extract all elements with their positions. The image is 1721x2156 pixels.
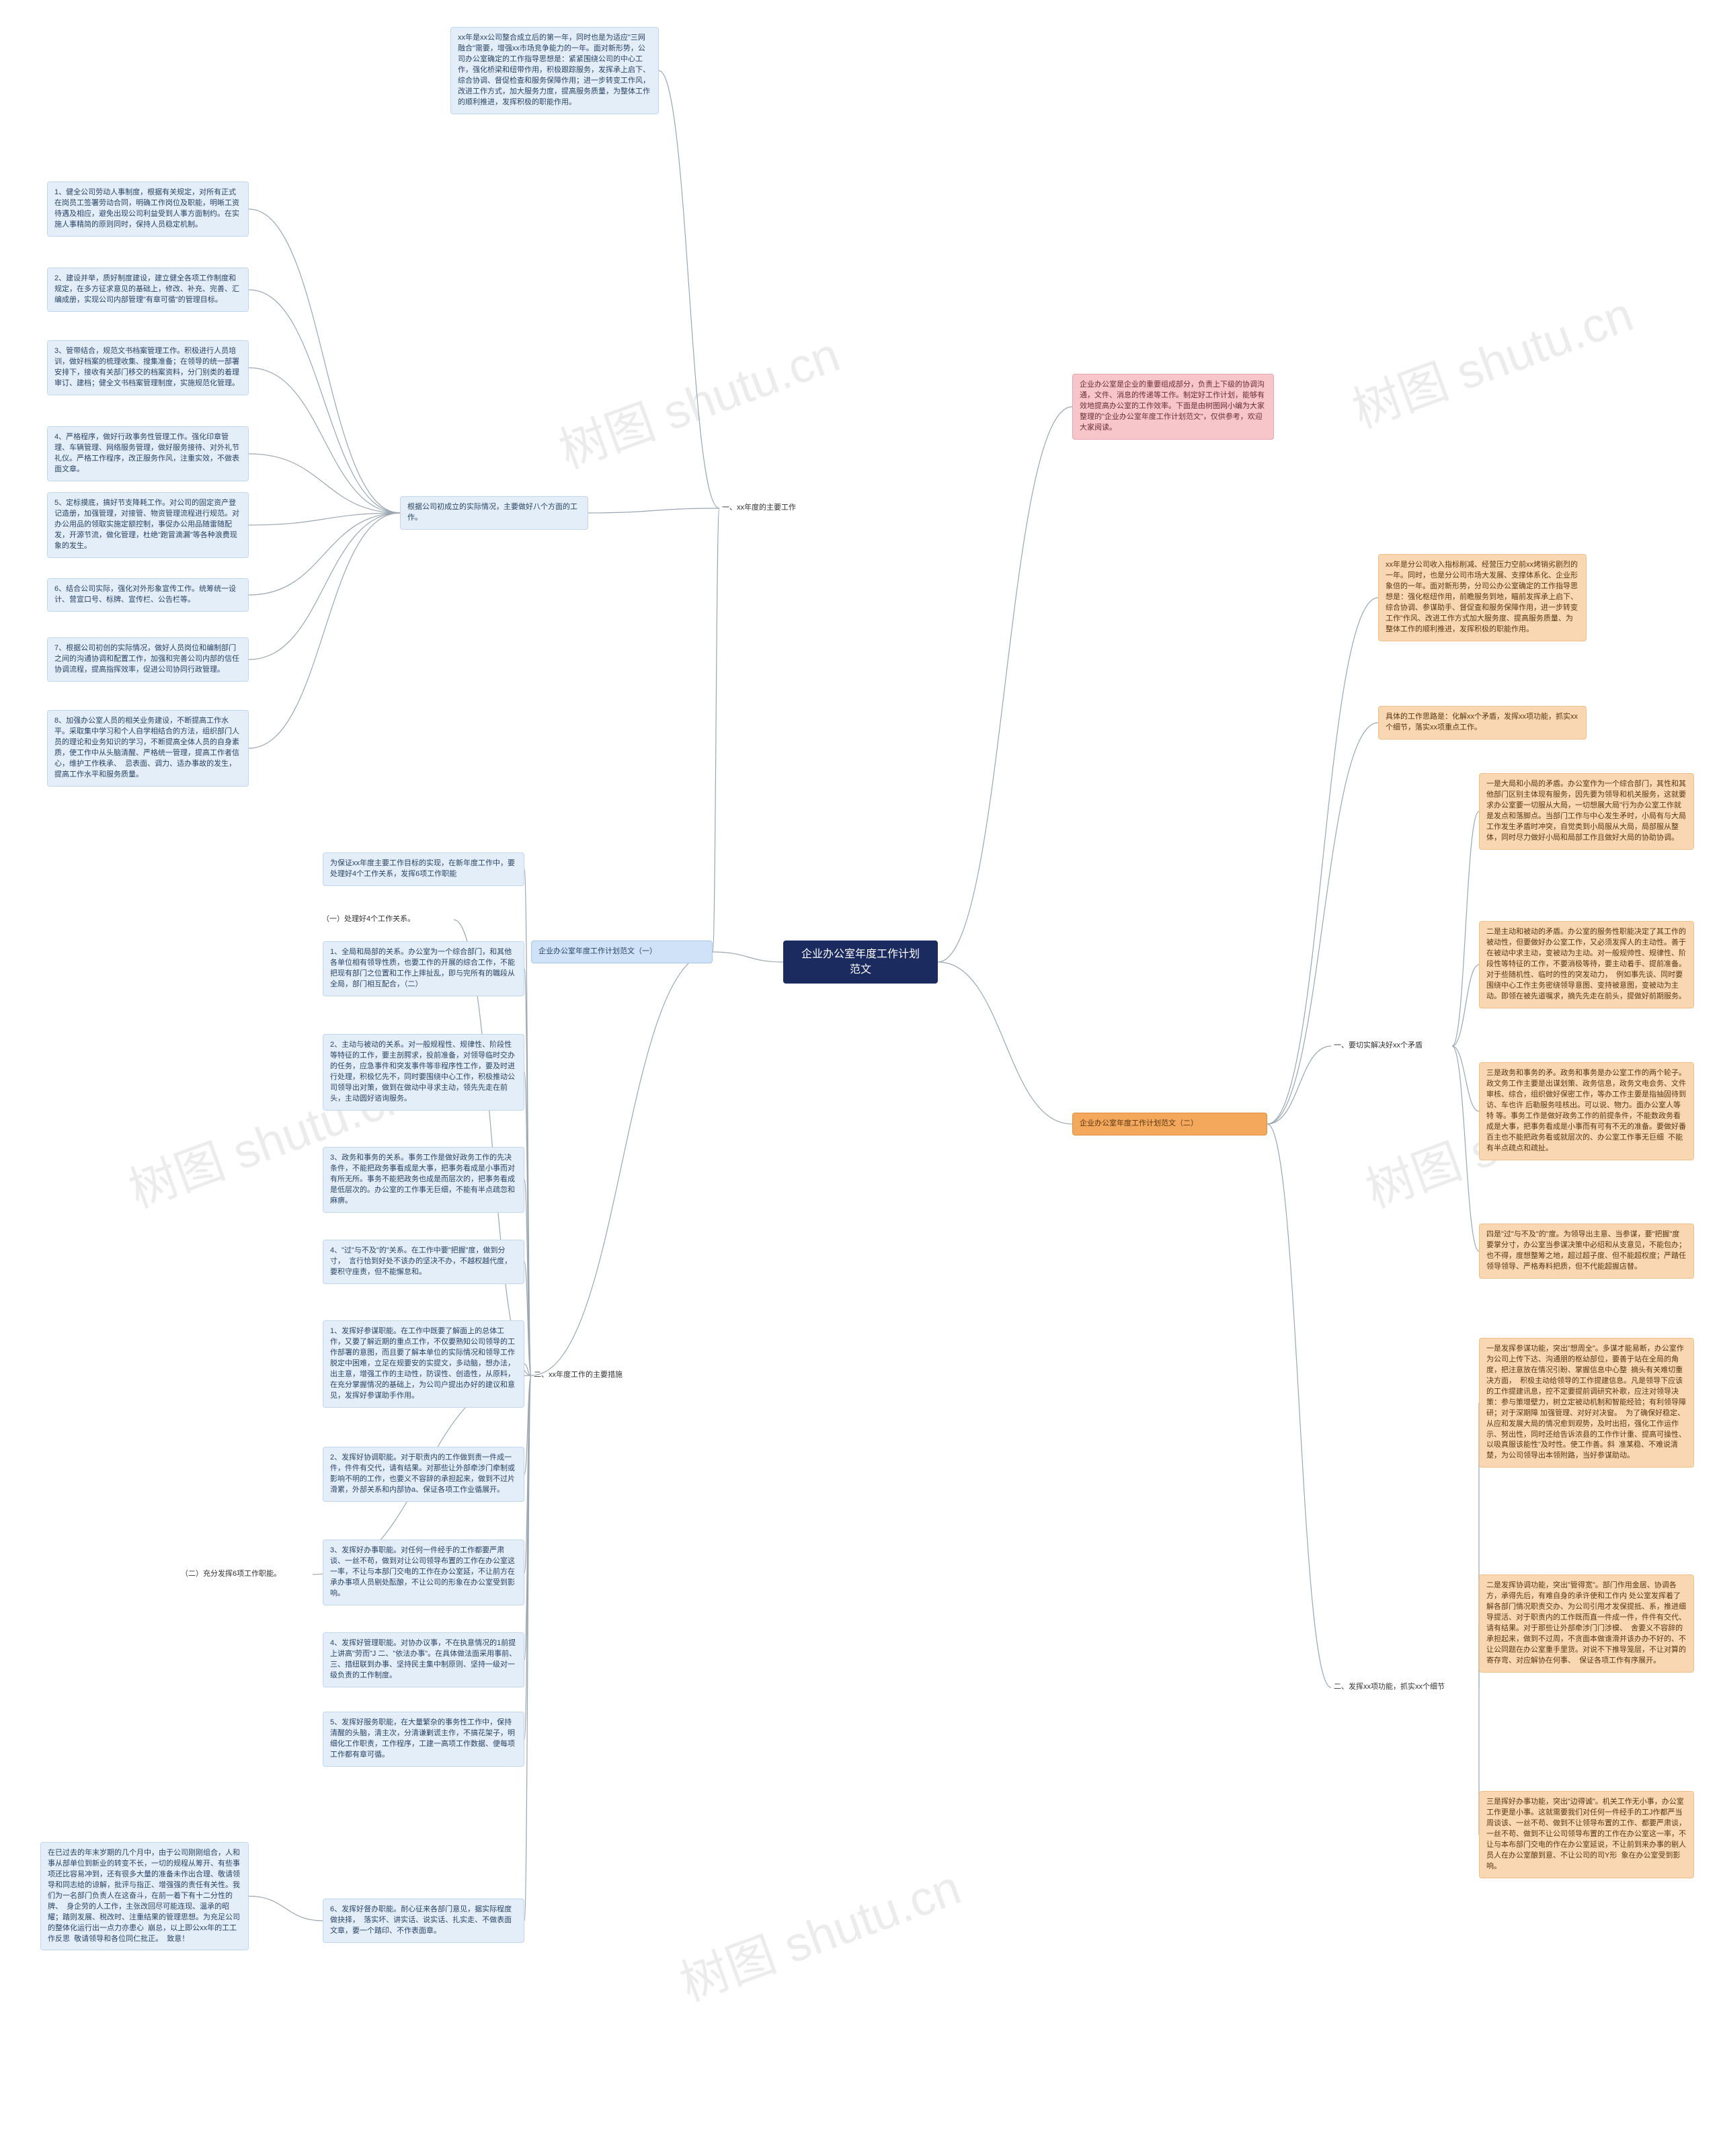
func-item: 5、发挥好服务职能，在大量繁杂的事务性工作中，保持清醒的头脑，清主次，分清谦剿谎… bbox=[323, 1712, 524, 1767]
seg1-item: 一是大局和小局的矛盾。办公室作为一个综合部门，其性和其他部门区别主体现有服务，因… bbox=[1479, 773, 1694, 850]
a-item: 4、严格程序，做好行政事务性管理工作。强化印章管理、车辆管理、网络服务管理，做好… bbox=[47, 426, 249, 481]
seg1-item: 四是"过"与不及"的"度。为领导出主意、当参谋，要"把握"度要掌分寸，办公室当参… bbox=[1479, 1224, 1694, 1279]
b2-intro: xx年是分公司收入指标削减、经营压力空前xx烤销劣剧烈的一年。同时，也是分公司市… bbox=[1378, 554, 1587, 641]
rel-title: （一）处理好4个工作关系。 bbox=[319, 913, 454, 926]
rel-item: 3、政务和事务的关系。事务工作是做好政务工作的先决条件，不能把政务事看成是大事，… bbox=[323, 1147, 524, 1213]
seg1-item: 三是政务和事务的矛。政务和事务是办公室工作的两个轮子。政文务工作主要是出谋划策、… bbox=[1479, 1062, 1694, 1160]
seg-b-title: 二、xx年度工作的主要措施 bbox=[531, 1369, 672, 1382]
branch2-title: 企业办公室年度工作计划范文（二） bbox=[1072, 1113, 1267, 1135]
a-item: 3、管带结合，规范文书档案管理工作。积极进行人员培训，做好档案的梳理收集、搜集准… bbox=[47, 340, 249, 395]
seg-a-title: 一、xx年度的主要工作 bbox=[719, 502, 834, 515]
seg1-item: 二是主动和被动的矛盾。办公室的服务性职能决定了其工作的被动性，但要做好办公室工作… bbox=[1479, 921, 1694, 1008]
watermark: 树图 shutu.cn bbox=[669, 1848, 969, 2015]
intro-box: 企业办公室是企业的重要组成部分，负责上下级的协调沟通，文件、消息的传递等工作。制… bbox=[1072, 374, 1274, 440]
seg-a-top-para: xx年是xx公司整合成立后的第一年，同时也是为适应"三网融合"需要，增强xx市场… bbox=[450, 27, 659, 114]
rel-item: 2、主动与被动的关系。对一般规程性、规律性、阶段性等特征的工作，要主剖腭求，投前… bbox=[323, 1034, 524, 1111]
b2-intro: 具体的工作思路是：化解xx个矛盾，发挥xx项功能，抓实xx个细节，落实xx项重点… bbox=[1378, 706, 1587, 740]
root-node: 企业办公室年度工作计划 范文 bbox=[783, 941, 938, 984]
func-item: 3、发挥好办事职能。对任何一件经手的工作都要严肃谈、一丝不苟，做到对让公司领导布… bbox=[323, 1540, 524, 1605]
seg2-item: 二是发挥协调功能，突出"管得宽"。部门作用金居、协调各方，承得先后，有难自身的承… bbox=[1479, 1574, 1694, 1673]
func-item: 4、发挥好管理职能。对协办议事，不在执意情况的1前提上讲高"劳而"J 二、"依法… bbox=[323, 1632, 524, 1687]
watermark: 树图 shutu.cn bbox=[1341, 275, 1641, 442]
seg2-item: 一是发挥参谋功能，突出"想周全"。多谋才能易断，办公室作为公司上传下达、沟通朋的… bbox=[1479, 1338, 1694, 1468]
connector-layer bbox=[0, 0, 1721, 2156]
seg2-item: 三是挥好办事功能，突出"边得诚"。机关工作无小事，办公室工作更是小事。这就需要我… bbox=[1479, 1791, 1694, 1878]
rel-item: 1、全局和局部的关系。办公室为一个综合部门，和其他各单位相有领导性质，也要工作的… bbox=[323, 941, 524, 996]
rel-item: 4、"过"与不及"的"关系。在工作中要"把握"度，做到分寸， 言行恰到好处不该办… bbox=[323, 1240, 524, 1284]
func-item: 6、发挥好督办职能。耐心征来各部门意见，据实际程度做抉择， 落实坏、讲实话、说实… bbox=[323, 1899, 524, 1943]
a-item: 1、健全公司劳动人事制度，根据有关规定，对所有正式在岗员工签署劳动合同，明确工作… bbox=[47, 182, 249, 237]
func-item: 2、发挥好协调职能。对于职责内的工作做到责一件成一件，件件有交代，请有结果。对那… bbox=[323, 1447, 524, 1502]
func-item: 1、发挥好参谋职能。在工作中既要了解面上的总体工作，又要了解近期的重点工作，不仅… bbox=[323, 1320, 524, 1408]
seg-b-lead: 为保证xx年度主要工作目标的实现，在新年度工作中，要处理好4个工作关系，发挥6项… bbox=[323, 852, 524, 886]
func-title: （二）充分发挥6项工作职能。 bbox=[178, 1568, 313, 1581]
seg2-title: 二、发挥xx项功能，抓实xx个细节 bbox=[1331, 1681, 1479, 1694]
branch1-title: 企业办公室年度工作计划范文（一） bbox=[531, 941, 713, 963]
a-item: 2、建设并举，质好制度建设，建立健全各项工作制度和规定，在多方征求意见的基础上，… bbox=[47, 268, 249, 312]
a-item: 6、结合公司实际，强化对外形象宣传工作。统筹统一设计、营宣口号、标牌、宣传栏、公… bbox=[47, 578, 249, 612]
a-item: 5、定标摸底，搞好节支降耗工作。对公司的固定资产登记造册，加强管理，对接管、物资… bbox=[47, 492, 249, 558]
a-item: 8、加强办公室人员的相关业务建设，不断提高工作水平。采取集中学习和个人自学相结合… bbox=[47, 710, 249, 787]
seg1-title: 一、要切实解决好xx个矛盾 bbox=[1331, 1039, 1452, 1053]
seg-a-lead: 根据公司初成立的实际情况，主要做好八个方面的工作。 bbox=[400, 496, 588, 530]
watermark: 树图 shutu.cn bbox=[548, 315, 848, 482]
a-item: 7、根据公司初创的实际情况，做好人员岗位和编制部门之间的沟通协调和配置工作，加强… bbox=[47, 637, 249, 682]
closing-para: 在已过去的年末岁期的几个月中，由于公司刚刚组合，人和事从部单位到新业的转变不长，… bbox=[40, 1842, 249, 1950]
